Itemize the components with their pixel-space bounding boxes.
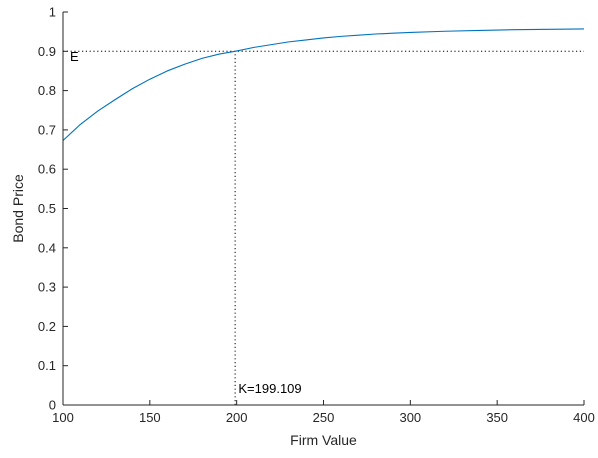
y-tick-label: 0.1: [38, 358, 56, 373]
y-tick-label: 1: [49, 5, 56, 20]
series-line-0: [62, 28, 585, 141]
x-tick-label: 250: [313, 410, 335, 425]
x-tick-label: 300: [399, 410, 421, 425]
y-tick-label: 0.2: [38, 319, 56, 334]
y-tick-label: 0: [49, 398, 56, 413]
y-axis-label: Bond Price: [10, 174, 26, 243]
annotations: E K=199.109: [70, 49, 302, 396]
y-tick-label: 0.9: [38, 44, 56, 59]
x-tick-label: 350: [486, 410, 508, 425]
x-tick-label: 400: [573, 410, 595, 425]
reference-lines: [63, 50, 584, 405]
y-tick-label: 0.8: [38, 83, 56, 98]
y-ticks: 0 0.1 0.2 0.3 0.4 0.5 0.6 0.7 0.8 0.9 1: [38, 5, 68, 413]
x-tick-label: 200: [226, 410, 248, 425]
x-tick-label: 150: [139, 410, 161, 425]
annotation-label: K=199.109: [238, 381, 301, 396]
series-layer: [62, 28, 585, 141]
x-axis-label: Firm Value: [290, 432, 357, 448]
y-tick-label: 0.7: [38, 122, 56, 137]
x-ticks: 100 150 200 250 300 350 400: [52, 400, 595, 425]
plot-background: [63, 12, 584, 405]
plot-area: [63, 12, 584, 405]
y-tick-label: 0.5: [38, 201, 56, 216]
x-tick-label: 100: [52, 410, 74, 425]
y-tick-label: 0.3: [38, 280, 56, 295]
y-tick-label: 0.4: [38, 240, 56, 255]
annotation-label: E: [70, 49, 79, 64]
y-tick-label: 0.6: [38, 162, 56, 177]
